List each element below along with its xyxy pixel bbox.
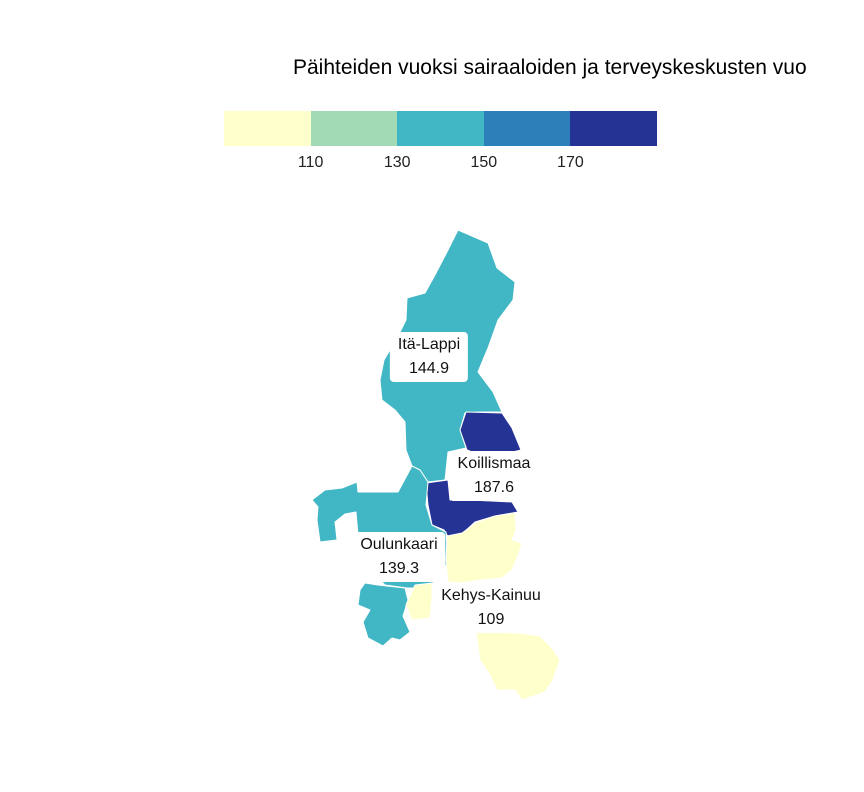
region-value: 109 [477,611,505,628]
region-kehys-kainuu[interactable] [445,512,523,584]
region-name: Oulunkaari [360,536,438,553]
legend-tick: 170 [557,154,584,171]
legend-swatch-1 [224,111,311,146]
region-label-oulunkaari: Oulunkaari 139.3 [352,532,446,582]
legend-swatch-3 [397,111,484,146]
region-label-koillismaa: Koillismaa 187.6 [449,451,539,501]
region-kehys-kainuu-south[interactable] [475,631,561,701]
region-value: 139.3 [378,560,420,577]
region-koillismaa-north[interactable] [459,411,522,456]
legend-swatch-4 [483,111,571,146]
legend-swatch-2 [310,111,398,146]
region-kehys-kainuu-west[interactable] [405,582,433,621]
legend-tick: 150 [470,154,498,171]
region-label-ita-lappi: Itä-Lappi 144.9 [389,332,469,382]
region-name: Kehys-Kainuu [441,587,541,604]
region-name: Koillismaa [457,455,531,472]
legend-tick: 110 [297,154,324,171]
region-name: Itä-Lappi [397,336,461,353]
legend-swatch-5 [570,111,657,146]
region-label-kehys-kainuu: Kehys-Kainuu 109 [433,583,549,633]
region-value: 187.6 [473,479,515,496]
region-value: 144.9 [408,360,450,377]
map-title: Päihteiden vuoksi sairaaloiden ja tervey… [293,56,807,79]
legend-tick: 130 [383,154,411,171]
color-legend: 110 130 150 170 [224,111,657,181]
region-oulunkaari-south[interactable] [357,582,411,647]
